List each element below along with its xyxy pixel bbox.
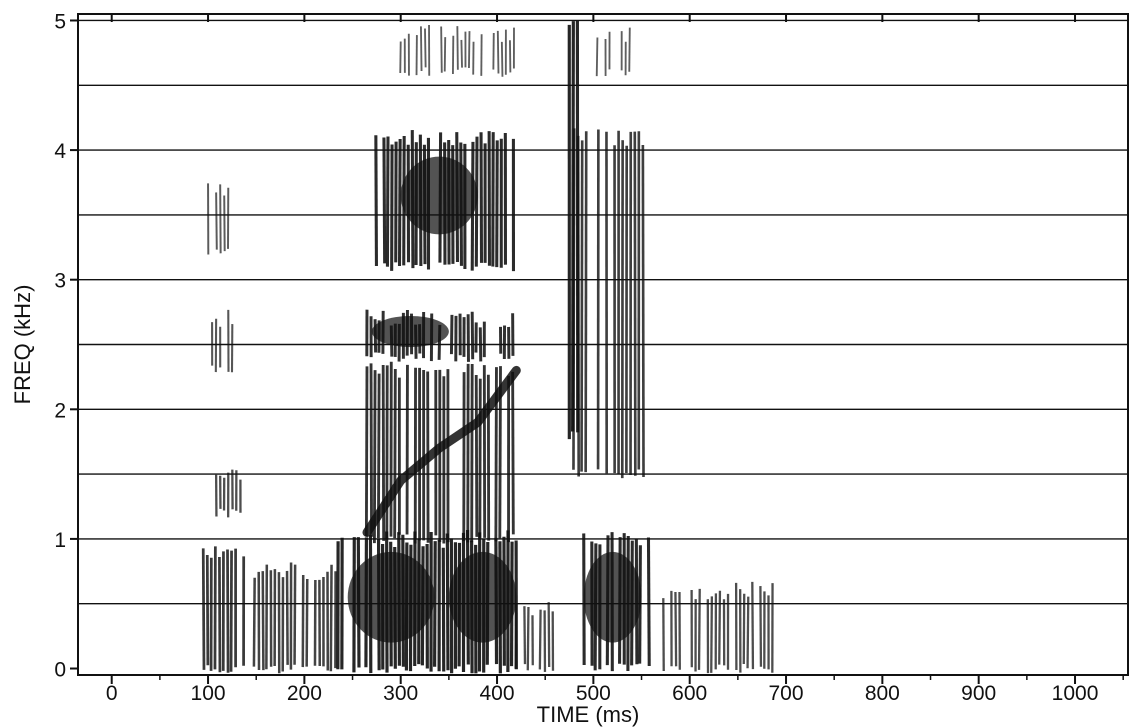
striation xyxy=(595,37,599,77)
segment-9 xyxy=(514,602,555,672)
striation xyxy=(215,192,218,250)
y-axis-title: FREQ (kHz) xyxy=(10,285,35,405)
striation xyxy=(751,581,755,670)
segment-14 xyxy=(399,24,515,77)
formant-blob-4 xyxy=(371,315,449,348)
striation xyxy=(674,592,678,667)
formant-blob-0 xyxy=(400,156,478,235)
striation xyxy=(440,26,443,73)
striation xyxy=(433,541,437,667)
striation xyxy=(633,131,637,476)
x-tick-label-1000: 1000 xyxy=(1052,682,1099,705)
x-tick-label-200: 200 xyxy=(287,682,322,705)
striation xyxy=(628,27,631,72)
striation xyxy=(759,586,763,667)
x-tick-label-900: 900 xyxy=(961,682,996,705)
striation xyxy=(523,606,527,665)
plot-frame xyxy=(77,13,1129,676)
segment-1 xyxy=(214,469,242,518)
striation xyxy=(393,369,397,539)
x-tick-label-100: 100 xyxy=(191,682,226,705)
y-tick-label-5: 5 xyxy=(54,10,66,33)
segment-15 xyxy=(595,27,631,77)
striation xyxy=(226,549,230,673)
striation xyxy=(511,371,515,535)
segment-2 xyxy=(211,309,234,373)
y-tick-label-3: 3 xyxy=(54,270,66,293)
x-tick-label-400: 400 xyxy=(480,682,515,705)
striation xyxy=(718,590,722,665)
striation xyxy=(474,374,479,537)
striation xyxy=(526,606,530,671)
y-tick-label-0: 0 xyxy=(54,659,66,682)
striation xyxy=(538,609,542,670)
striation xyxy=(201,548,206,670)
x-tick-label-500: 500 xyxy=(576,682,611,705)
x-axis-title: TIME (ms) xyxy=(537,702,640,727)
striation xyxy=(456,26,459,70)
striation xyxy=(205,554,210,666)
striation xyxy=(580,140,584,472)
striation xyxy=(420,26,423,72)
striation xyxy=(369,363,373,537)
striation xyxy=(329,564,333,672)
striation xyxy=(364,366,369,537)
striation xyxy=(285,570,289,665)
segment-11 xyxy=(572,128,645,479)
striation xyxy=(584,131,588,473)
formant-blob-3 xyxy=(583,551,642,643)
striation xyxy=(424,28,427,68)
striation xyxy=(261,571,265,671)
striation xyxy=(496,30,500,74)
striation xyxy=(382,137,387,264)
segment-3 xyxy=(207,183,230,255)
y-tick-label-4: 4 xyxy=(54,140,66,163)
striation xyxy=(547,602,551,667)
striation xyxy=(710,596,714,673)
plot-area xyxy=(77,13,1129,676)
x-tick-label-300: 300 xyxy=(383,682,418,705)
striation xyxy=(449,314,454,355)
striation xyxy=(218,557,222,673)
striation xyxy=(500,41,504,77)
striation xyxy=(572,128,576,470)
y-tick-label-1: 1 xyxy=(54,529,66,552)
segment-6 xyxy=(364,361,515,544)
formant-track xyxy=(362,365,521,537)
striation xyxy=(293,564,297,665)
striation xyxy=(697,588,701,670)
x-tick-label-600: 600 xyxy=(672,682,707,705)
x-tick-label-700: 700 xyxy=(769,682,804,705)
segment-13 xyxy=(662,581,774,674)
striation xyxy=(460,39,463,68)
striation xyxy=(252,577,256,667)
striation xyxy=(374,135,378,267)
striation xyxy=(646,537,651,667)
striation xyxy=(397,138,402,266)
segment-4 xyxy=(252,562,337,674)
x-tick-label-800: 800 xyxy=(865,682,900,705)
striation xyxy=(385,136,390,267)
segment-0 xyxy=(201,546,246,673)
striation xyxy=(746,596,750,669)
striation xyxy=(514,603,518,669)
x-tick-label-0: 0 xyxy=(106,682,118,705)
striation xyxy=(305,578,309,667)
striation xyxy=(576,135,580,477)
y-tick-label-2: 2 xyxy=(54,399,66,422)
formant-blob-2 xyxy=(448,551,517,643)
striation xyxy=(641,144,645,478)
striation xyxy=(445,533,450,671)
striation xyxy=(468,31,471,69)
formant-blob-1 xyxy=(347,551,435,643)
